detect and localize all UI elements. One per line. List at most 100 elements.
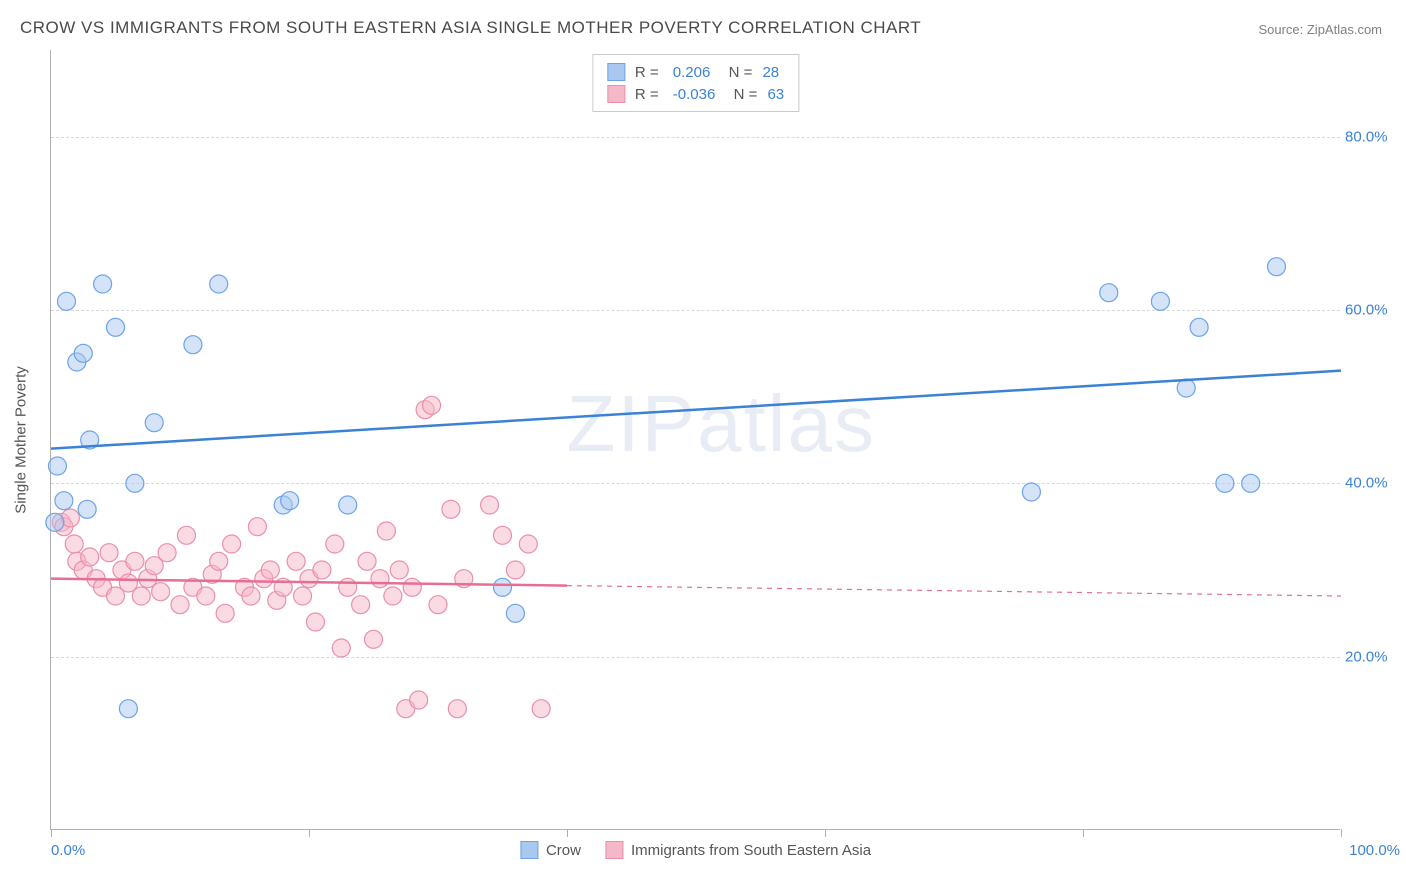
scatter-point (384, 587, 402, 605)
scatter-point (74, 344, 92, 362)
scatter-point (377, 522, 395, 540)
scatter-point (423, 396, 441, 414)
scatter-point (223, 535, 241, 553)
scatter-point (494, 578, 512, 596)
scatter-point (1100, 284, 1118, 302)
x-tick (825, 829, 826, 837)
swatch-crow-icon (520, 841, 538, 859)
r-value-crow: 0.206 (673, 64, 711, 81)
scatter-point (177, 526, 195, 544)
y-axis-label: Single Mother Poverty (13, 366, 30, 514)
x-tick (1341, 829, 1342, 837)
scatter-point (519, 535, 537, 553)
trend-line (51, 371, 1341, 449)
series-legend: Crow Immigrants from South Eastern Asia (520, 841, 871, 859)
series-legend-crow: Crow (520, 841, 581, 859)
scatter-point (46, 513, 64, 531)
scatter-point (339, 578, 357, 596)
scatter-point (294, 587, 312, 605)
scatter-point (158, 544, 176, 562)
y-tick-label: 60.0% (1345, 302, 1400, 319)
scatter-point (197, 587, 215, 605)
scatter-point (132, 587, 150, 605)
chart-canvas (51, 50, 1340, 829)
scatter-point (506, 604, 524, 622)
scatter-point (429, 596, 447, 614)
x-axis-min-label: 0.0% (51, 842, 85, 859)
x-tick (51, 829, 52, 837)
source-label: Source: ZipAtlas.com (1258, 22, 1382, 37)
scatter-point (442, 500, 460, 518)
scatter-point (55, 492, 73, 510)
scatter-point (145, 414, 163, 432)
r-value-immigrants: -0.036 (673, 86, 716, 103)
stats-legend-row-immigrants: R = -0.036 N = 63 (607, 83, 784, 105)
stats-legend-row-crow: R = 0.206 N = 28 (607, 61, 784, 83)
scatter-point (532, 700, 550, 718)
x-tick (1083, 829, 1084, 837)
plot-area: Single Mother Poverty 20.0%40.0%60.0%80.… (50, 50, 1340, 830)
scatter-point (248, 518, 266, 536)
series-label-immigrants: Immigrants from South Eastern Asia (631, 842, 871, 859)
y-tick-label: 80.0% (1345, 128, 1400, 145)
swatch-immigrants-icon (605, 841, 623, 859)
x-tick (309, 829, 310, 837)
scatter-point (313, 561, 331, 579)
scatter-point (281, 492, 299, 510)
scatter-point (358, 552, 376, 570)
scatter-point (100, 544, 118, 562)
scatter-point (171, 596, 189, 614)
swatch-crow (607, 63, 625, 81)
stats-legend: R = 0.206 N = 28 R = -0.036 N = 63 (592, 54, 799, 112)
scatter-point (481, 496, 499, 514)
chart-title: CROW VS IMMIGRANTS FROM SOUTH EASTERN AS… (20, 18, 921, 38)
scatter-point (1177, 379, 1195, 397)
scatter-point (216, 604, 234, 622)
scatter-point (494, 526, 512, 544)
scatter-point (306, 613, 324, 631)
scatter-point (107, 318, 125, 336)
scatter-point (1151, 292, 1169, 310)
scatter-point (352, 596, 370, 614)
scatter-point (242, 587, 260, 605)
scatter-point (410, 691, 428, 709)
scatter-point (119, 700, 137, 718)
scatter-point (65, 535, 83, 553)
y-tick-label: 40.0% (1345, 475, 1400, 492)
scatter-point (48, 457, 66, 475)
scatter-point (339, 496, 357, 514)
scatter-point (57, 292, 75, 310)
scatter-point (1242, 474, 1260, 492)
series-legend-immigrants: Immigrants from South Eastern Asia (605, 841, 871, 859)
scatter-point (390, 561, 408, 579)
scatter-point (184, 336, 202, 354)
scatter-point (332, 639, 350, 657)
scatter-point (448, 700, 466, 718)
scatter-point (78, 500, 96, 518)
y-tick-label: 20.0% (1345, 648, 1400, 665)
scatter-point (365, 630, 383, 648)
scatter-point (326, 535, 344, 553)
scatter-point (126, 552, 144, 570)
scatter-point (287, 552, 305, 570)
n-value-crow: 28 (762, 64, 779, 81)
swatch-immigrants (607, 85, 625, 103)
trend-line-dashed (567, 586, 1341, 596)
scatter-point (261, 561, 279, 579)
scatter-point (1268, 258, 1286, 276)
scatter-point (1216, 474, 1234, 492)
scatter-point (1190, 318, 1208, 336)
scatter-point (210, 552, 228, 570)
x-axis-max-label: 100.0% (1349, 842, 1400, 859)
scatter-point (152, 583, 170, 601)
scatter-point (210, 275, 228, 293)
scatter-point (1022, 483, 1040, 501)
x-tick (567, 829, 568, 837)
series-label-crow: Crow (546, 842, 581, 859)
scatter-point (81, 548, 99, 566)
scatter-point (506, 561, 524, 579)
scatter-point (403, 578, 421, 596)
scatter-point (94, 275, 112, 293)
n-value-immigrants: 63 (767, 86, 784, 103)
scatter-point (371, 570, 389, 588)
